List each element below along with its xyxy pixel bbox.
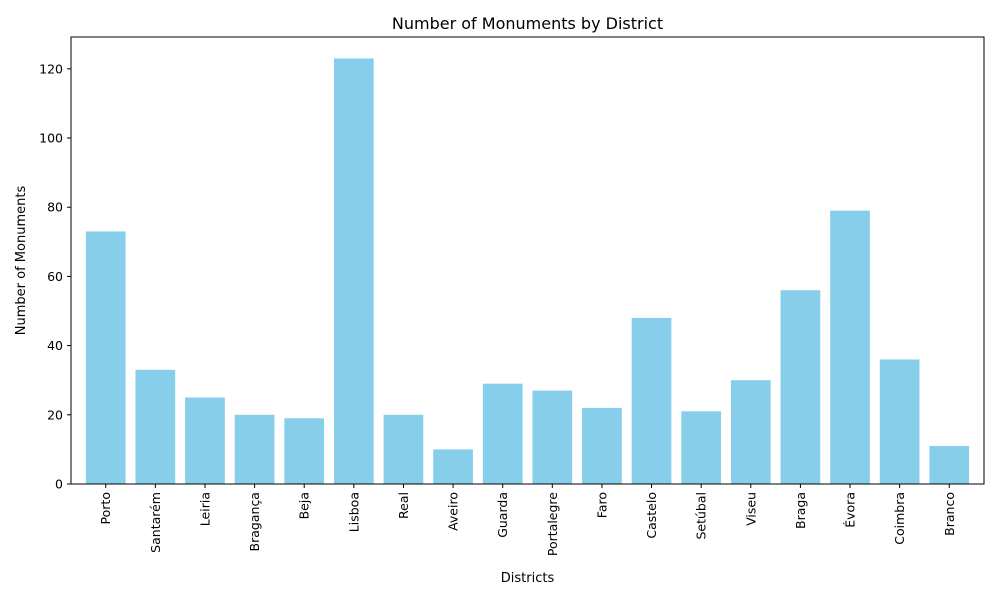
bar-castelo [631, 317, 672, 484]
bar-setubal [681, 411, 722, 484]
bar-lisboa [333, 58, 374, 484]
x-tick-label-setubal: Setúbal [694, 492, 709, 540]
bar-faro [582, 407, 622, 484]
x-tick-label-porto: Porto [98, 492, 113, 524]
y-tick-label-40: 40 [47, 338, 63, 353]
bar-branco [929, 445, 970, 484]
x-tick-label-real: Real [396, 492, 411, 519]
x-tick-label-leiria: Leiria [197, 492, 212, 526]
x-tick-label-coimbra: Coimbra [892, 492, 907, 545]
bar-real [383, 414, 424, 484]
x-tick-label-santarem: Santarém [148, 492, 163, 553]
y-axis-label: Number of Monuments [14, 186, 29, 336]
bar-porto [85, 231, 126, 484]
y-tick-label-80: 80 [47, 200, 63, 215]
x-tick-label-portalegre: Portalegre [545, 492, 560, 556]
y-tick-label-120: 120 [39, 61, 63, 76]
bar-viseu [730, 380, 771, 484]
y-axis: 0 20 40 60 80 100 120 [39, 61, 71, 492]
plot-frame [70, 36, 985, 485]
y-tick-label-60: 60 [47, 269, 63, 284]
x-axis: Porto Santarém Leiria Bragança Beja Lisboa Rea… [98, 484, 957, 556]
x-tick-label-branco: Branco [942, 492, 957, 536]
x-tick-label-braganca: Bragança [247, 492, 262, 551]
bars-group [85, 58, 970, 484]
x-tick-label-viseu: Viseu [743, 492, 758, 526]
x-tick-label-guarda: Guarda [495, 492, 510, 538]
bar-santarem [135, 369, 176, 484]
x-tick-label-braga: Braga [793, 492, 808, 529]
bar-aveiro [433, 449, 473, 484]
bar-leiria [185, 397, 225, 484]
bar-braganca [234, 414, 275, 484]
bar-braga [780, 290, 821, 484]
bar-coimbra [879, 359, 920, 484]
x-tick-label-beja: Beja [297, 492, 312, 519]
x-tick-label-aveiro: Aveiro [446, 492, 461, 531]
bar-beja [284, 418, 325, 484]
x-tick-label-lisboa: Lisboa [346, 492, 361, 532]
y-tick-label-100: 100 [39, 131, 63, 146]
x-tick-label-evora: Évora [843, 492, 858, 528]
x-axis-label: Districts [501, 571, 555, 586]
x-tick-label-castelo: Castelo [644, 492, 659, 539]
y-tick-label-0: 0 [55, 477, 63, 492]
chart-title: Number of Monuments by District [392, 14, 663, 33]
bar-evora [830, 210, 870, 484]
bar-guarda [482, 383, 523, 484]
bar-portalegre [532, 390, 573, 484]
x-tick-label-faro: Faro [594, 492, 609, 518]
y-tick-label-20: 20 [47, 407, 63, 422]
